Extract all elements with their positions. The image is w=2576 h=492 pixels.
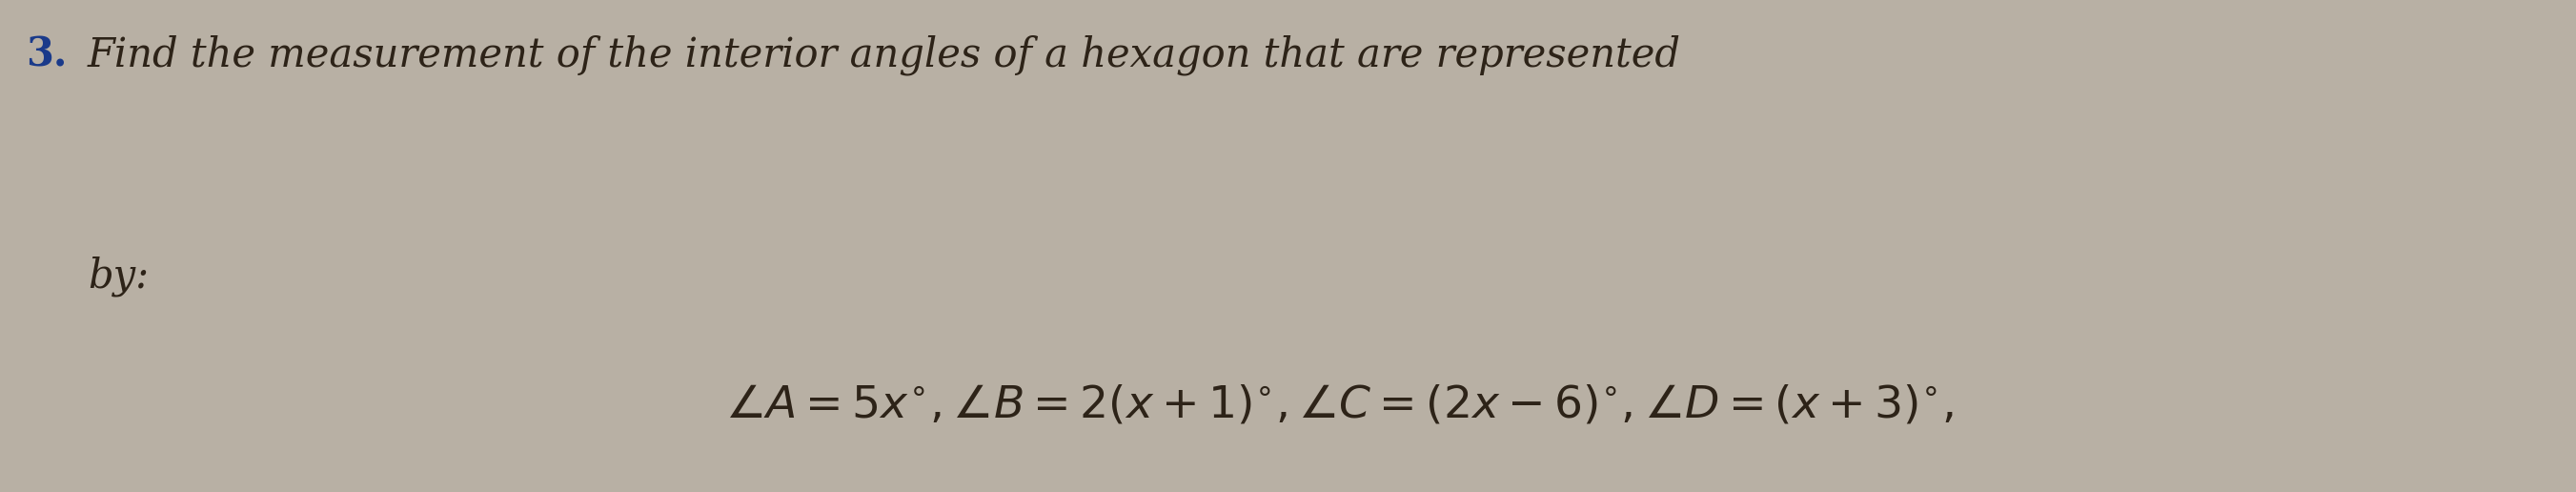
Text: $\angle A = 5x^{\circ}, \angle B = 2(x+1)^{\circ}, \angle C = (2x-6)^{\circ}, \a: $\angle A = 5x^{\circ}, \angle B = 2(x+1…: [726, 384, 1953, 427]
Text: Find the measurement of the interior angles of a hexagon that are represented: Find the measurement of the interior ang…: [88, 34, 1682, 75]
Text: by:: by:: [88, 256, 149, 296]
Text: 3.: 3.: [26, 34, 67, 74]
